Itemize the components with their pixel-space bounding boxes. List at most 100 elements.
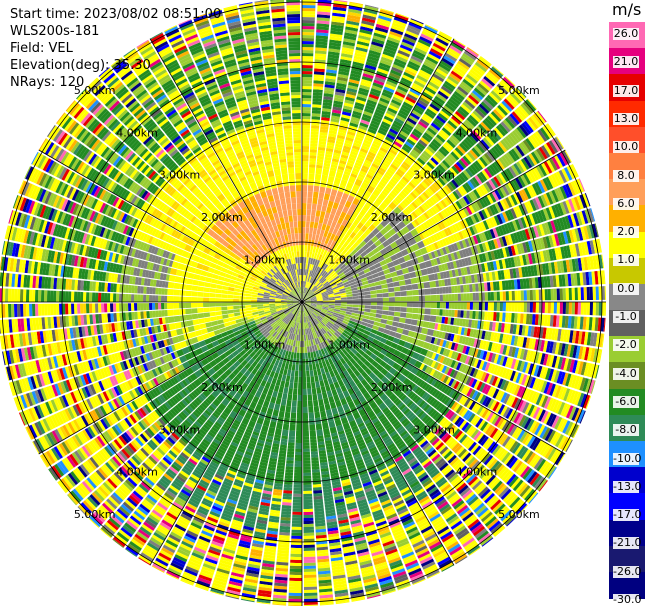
velocity-gate xyxy=(471,402,479,412)
velocity-gate xyxy=(445,309,449,317)
velocity-gate xyxy=(554,356,561,369)
velocity-gate xyxy=(439,309,443,316)
velocity-gate xyxy=(430,398,438,407)
velocity-gate xyxy=(493,312,497,322)
velocity-gate xyxy=(290,544,302,548)
velocity-gate xyxy=(431,388,438,397)
velocity-gate xyxy=(521,402,530,414)
velocity-gate xyxy=(474,528,488,539)
velocity-gate xyxy=(381,418,389,425)
velocity-gate xyxy=(303,484,312,488)
velocity-gate xyxy=(431,344,437,352)
velocity-gate xyxy=(579,410,586,424)
velocity-gate xyxy=(437,372,444,381)
velocity-gate xyxy=(447,454,457,464)
velocity-gate xyxy=(470,347,476,357)
velocity-gate xyxy=(343,318,350,323)
velocity-gate xyxy=(417,471,428,480)
velocity-gate xyxy=(493,332,498,342)
velocity-gate xyxy=(478,311,482,320)
velocity-gate xyxy=(424,302,431,308)
velocity-gate xyxy=(427,407,435,416)
velocity-gate xyxy=(422,356,429,364)
velocity-gate xyxy=(370,305,377,310)
velocity-gate xyxy=(452,522,465,533)
velocity-gate xyxy=(403,408,411,415)
velocity-gate xyxy=(590,380,596,394)
velocity-gate xyxy=(551,328,556,341)
velocity-gate xyxy=(382,420,391,428)
velocity-gate xyxy=(392,362,401,371)
velocity-gate xyxy=(376,411,384,418)
velocity-gate xyxy=(295,439,302,443)
velocity-gate xyxy=(519,386,527,399)
velocity-gate xyxy=(321,327,327,334)
velocity-gate xyxy=(400,486,410,494)
velocity-gate xyxy=(503,393,511,405)
velocity-gate xyxy=(416,398,424,406)
velocity-gate xyxy=(444,332,449,340)
velocity-gate xyxy=(334,303,341,306)
velocity-gate xyxy=(516,429,526,441)
velocity-gate xyxy=(328,306,335,309)
velocity-gate xyxy=(257,304,264,307)
velocity-gate xyxy=(227,309,234,314)
velocity-gate xyxy=(582,378,589,392)
velocity-gate xyxy=(563,404,571,418)
velocity-gate xyxy=(535,302,539,313)
velocity-gate xyxy=(427,538,440,548)
velocity-gate xyxy=(308,308,314,313)
velocity-gate xyxy=(421,442,431,451)
velocity-gate xyxy=(302,442,310,446)
velocity-gate xyxy=(316,316,323,321)
velocity-gate xyxy=(530,364,537,376)
velocity-gate xyxy=(320,410,327,418)
velocity-gate xyxy=(374,334,382,341)
velocity-gate xyxy=(476,449,487,460)
velocity-gate xyxy=(438,417,447,426)
velocity-gate xyxy=(209,311,217,317)
velocity-gate xyxy=(457,530,470,540)
velocity-gate xyxy=(303,304,309,309)
velocity-gate xyxy=(438,430,447,439)
velocity-gate xyxy=(328,304,335,307)
velocity-gate xyxy=(463,423,472,434)
velocity-gate xyxy=(471,390,479,400)
velocity-gate xyxy=(376,380,385,389)
velocity-gate xyxy=(488,321,493,331)
velocity-gate xyxy=(531,474,543,488)
velocity-gate xyxy=(415,369,422,377)
velocity-gate xyxy=(107,293,111,302)
velocity-gate xyxy=(527,363,534,375)
velocity-gate xyxy=(143,303,147,311)
velocity-gate xyxy=(303,580,317,584)
velocity-gate xyxy=(367,319,375,325)
velocity-gate xyxy=(346,325,353,331)
velocity-gate xyxy=(410,404,418,412)
velocity-gate xyxy=(506,423,516,435)
velocity-gate xyxy=(285,463,294,467)
velocity-gate xyxy=(395,344,404,352)
velocity-gate xyxy=(531,438,542,451)
velocity-gate xyxy=(447,341,453,350)
velocity-gate xyxy=(313,369,318,376)
velocity-gate xyxy=(495,402,503,414)
velocity-gate xyxy=(303,499,313,503)
velocity-gate xyxy=(365,421,373,428)
velocity-gate xyxy=(421,427,430,435)
velocity-gate xyxy=(25,289,30,302)
velocity-gate xyxy=(5,288,9,302)
velocity-gate xyxy=(380,432,389,440)
velocity-gate xyxy=(452,551,466,561)
velocity-gate xyxy=(560,387,568,401)
velocity-gate xyxy=(439,481,450,491)
velocity-gate xyxy=(372,454,381,461)
velocity-gate xyxy=(303,502,313,506)
velocity-gate xyxy=(455,446,465,456)
velocity-gate xyxy=(294,463,302,467)
velocity-gate xyxy=(364,418,371,425)
velocity-gate xyxy=(331,315,338,320)
velocity-gate xyxy=(304,302,311,304)
velocity-gate xyxy=(482,513,495,525)
velocity-gate xyxy=(289,565,302,569)
